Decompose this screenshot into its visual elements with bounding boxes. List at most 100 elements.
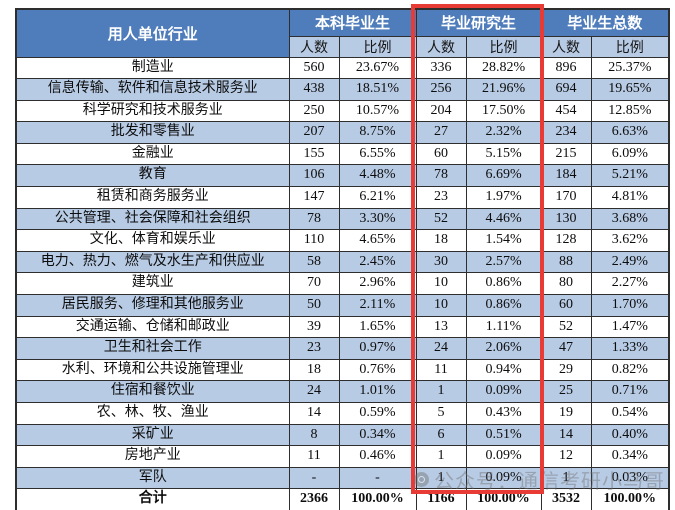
table-row: 农、林、牧、渔业 14 0.59% 5 0.43% 19 0.54% xyxy=(15,402,670,425)
cell-industry: 租赁和商务服务业 xyxy=(15,186,290,209)
cell-industry: 建筑业 xyxy=(15,272,290,296)
cell-total-ratio: 1.33% xyxy=(590,337,670,360)
cell-pg-count: 18 xyxy=(415,229,467,252)
subheader-pg-ratio: 比例 xyxy=(465,35,542,58)
cell-industry: 公共管理、社会保障和社会组织 xyxy=(15,207,290,231)
cell-ug-count: 250 xyxy=(288,99,340,123)
cell-pg-count: 52 xyxy=(415,207,467,231)
cell-industry: 信息传输、软件和信息技术服务业 xyxy=(15,78,290,101)
cell-pg-ratio: 0.94% xyxy=(465,358,542,382)
header-industry-column: 用人单位行业 xyxy=(15,8,290,58)
cell-total-ratio: 3.62% xyxy=(590,229,670,252)
cell-pg-ratio: 2.06% xyxy=(465,337,542,360)
cell-industry: 合计 xyxy=(15,488,290,510)
cell-ug-ratio: 1.01% xyxy=(338,380,417,403)
table-header: 用人单位行业 本科毕业生 毕业研究生 毕业生总数 人数 比例 人数 比例 人数 … xyxy=(15,8,670,58)
cell-total-ratio: 0.71% xyxy=(590,380,670,403)
cell-ug-ratio: 0.46% xyxy=(338,445,417,468)
cell-total-count: 80 xyxy=(540,272,592,296)
cell-total-ratio: 6.63% xyxy=(590,121,670,144)
cell-industry: 交通运输、仓储和邮政业 xyxy=(15,315,290,339)
cell-ug-ratio: 100.00% xyxy=(338,488,417,510)
table-row: 军队 - -1 0.09% 1 0.03% xyxy=(15,466,670,490)
cell-pg-ratio: 0.09% xyxy=(465,380,542,403)
cell-total-count: 896 xyxy=(540,56,592,80)
table-row: 教育 106 4.48% 78 6.69% 184 5.21% xyxy=(15,164,670,188)
cell-pg-ratio: 0.86% xyxy=(465,272,542,296)
cell-pg-count: 60 xyxy=(415,142,467,166)
header-group-row: 用人单位行业 本科毕业生 毕业研究生 毕业生总数 xyxy=(15,8,670,58)
table-row: 公共管理、社会保障和社会组织 78 3.30% 52 4.46% 130 3.68% xyxy=(15,207,670,231)
table-row: 金融业 155 6.55% 60 5.15% 215 6.09% xyxy=(15,142,670,166)
cell-pg-count: 30 xyxy=(415,250,467,274)
cell-pg-ratio: 28.82% xyxy=(465,56,542,80)
cell-ug-count: 2366 xyxy=(288,488,340,510)
table-row: 批发和零售业 207 8.75% 27 2.32% 234 6.63% xyxy=(15,121,670,144)
subheader-pg-count: 人数 xyxy=(415,35,467,58)
cell-pg-count: 336 xyxy=(415,56,467,80)
header-sub-row: 人数 比例 人数 比例 人数 比例 xyxy=(16,35,670,58)
employment-by-industry-table: 用人单位行业 本科毕业生 毕业研究生 毕业生总数 人数 比例 人数 比例 人数 … xyxy=(15,8,671,510)
cell-total-ratio: 6.09% xyxy=(590,142,670,166)
cell-ug-count: 78 xyxy=(288,207,340,231)
cell-ug-count: 106 xyxy=(288,164,340,188)
cell-pg-ratio: 100.00% xyxy=(465,488,542,510)
cell-total-count: 88 xyxy=(540,250,592,274)
cell-ug-ratio: 10.57% xyxy=(338,99,417,123)
cell-total-count: 29 xyxy=(540,358,592,382)
cell-total-ratio: 19.65% xyxy=(590,78,670,101)
cell-pg-count: 1166 xyxy=(415,488,467,510)
subheader-ug-count: 人数 xyxy=(288,35,340,58)
cell-pg-count: 27 xyxy=(415,121,467,144)
table-row: 信息传输、软件和信息技术服务业 438 18.51% 256 21.96% 694 19.6… xyxy=(15,78,670,101)
cell-pg-ratio: 21.96% xyxy=(465,78,542,101)
cell-total-ratio: 2.27% xyxy=(590,272,670,296)
header-group-postgraduate: 毕业研究生 xyxy=(415,8,542,37)
cell-ug-ratio: 2.96% xyxy=(338,272,417,296)
cell-ug-ratio: 3.30% xyxy=(338,207,417,231)
table-row: 卫生和社会工作 23 0.97% 24 2.06% 47 1.33% xyxy=(15,337,670,360)
cell-total-count: 19 xyxy=(540,402,592,425)
cell-industry: 金融业 xyxy=(15,142,290,166)
cell-ug-ratio: 2.45% xyxy=(338,250,417,274)
subheader-total-ratio: 比例 xyxy=(590,35,670,58)
subheader-total-count: 人数 xyxy=(540,35,592,58)
cell-industry: 卫生和社会工作 xyxy=(15,337,290,360)
cell-pg-ratio: 2.57% xyxy=(465,250,542,274)
cell-total-ratio: 100.00% xyxy=(590,488,670,510)
cell-industry: 电力、热力、燃气及水生产和供应业 xyxy=(15,250,290,274)
cell-industry: 科学研究和技术服务业 xyxy=(15,99,290,123)
cell-ug-count: - xyxy=(288,466,340,490)
cell-pg-ratio: 1.11% xyxy=(465,315,542,339)
total-row: 合计 2366 100.00% 1166 100.00% 3532 100.00% xyxy=(15,488,670,510)
cell-industry: 采矿业 xyxy=(15,423,290,447)
cell-pg-ratio: 4.46% xyxy=(465,207,542,231)
table-row: 文化、体育和娱乐业 110 4.65% 18 1.54% 128 3.62% xyxy=(15,229,670,252)
cell-industry: 房地产业 xyxy=(15,445,290,468)
cell-pg-count: 10 xyxy=(415,294,467,317)
cell-ug-ratio: 6.21% xyxy=(338,186,417,209)
cell-ug-ratio: 1.65% xyxy=(338,315,417,339)
cell-industry: 住宿和餐饮业 xyxy=(15,380,290,403)
cell-ug-ratio: - xyxy=(338,466,417,490)
cell-total-count: 3532 xyxy=(540,488,592,510)
cell-ug-count: 155 xyxy=(288,142,340,166)
cell-pg-ratio: 0.51% xyxy=(465,423,542,447)
cell-pg-ratio: 2.32% xyxy=(465,121,542,144)
cell-total-count: 52 xyxy=(540,315,592,339)
cell-total-ratio: 3.68% xyxy=(590,207,670,231)
cell-total-ratio: 1.70% xyxy=(590,294,670,317)
cell-total-count: 454 xyxy=(540,99,592,123)
cell-industry: 农、林、牧、渔业 xyxy=(15,402,290,425)
cell-ug-ratio: 2.11% xyxy=(338,294,417,317)
table-row: 租赁和商务服务业 147 6.21% 23 1.97% 170 4.81% xyxy=(15,186,670,209)
cell-total-count: 215 xyxy=(540,142,592,166)
cell-total-count: 184 xyxy=(540,164,592,188)
cell-ug-ratio: 0.97% xyxy=(338,337,417,360)
table-row: 住宿和餐饮业 24 1.01% 1 0.09% 25 0.71% xyxy=(15,380,670,403)
cell-ug-count: 147 xyxy=(288,186,340,209)
cell-total-count: 234 xyxy=(540,121,592,144)
table-row: 交通运输、仓储和邮政业 39 1.65% 13 1.11% 52 1.47% xyxy=(15,315,670,339)
cell-pg-ratio: 6.69% xyxy=(465,164,542,188)
cell-pg-count: 10 xyxy=(415,272,467,296)
